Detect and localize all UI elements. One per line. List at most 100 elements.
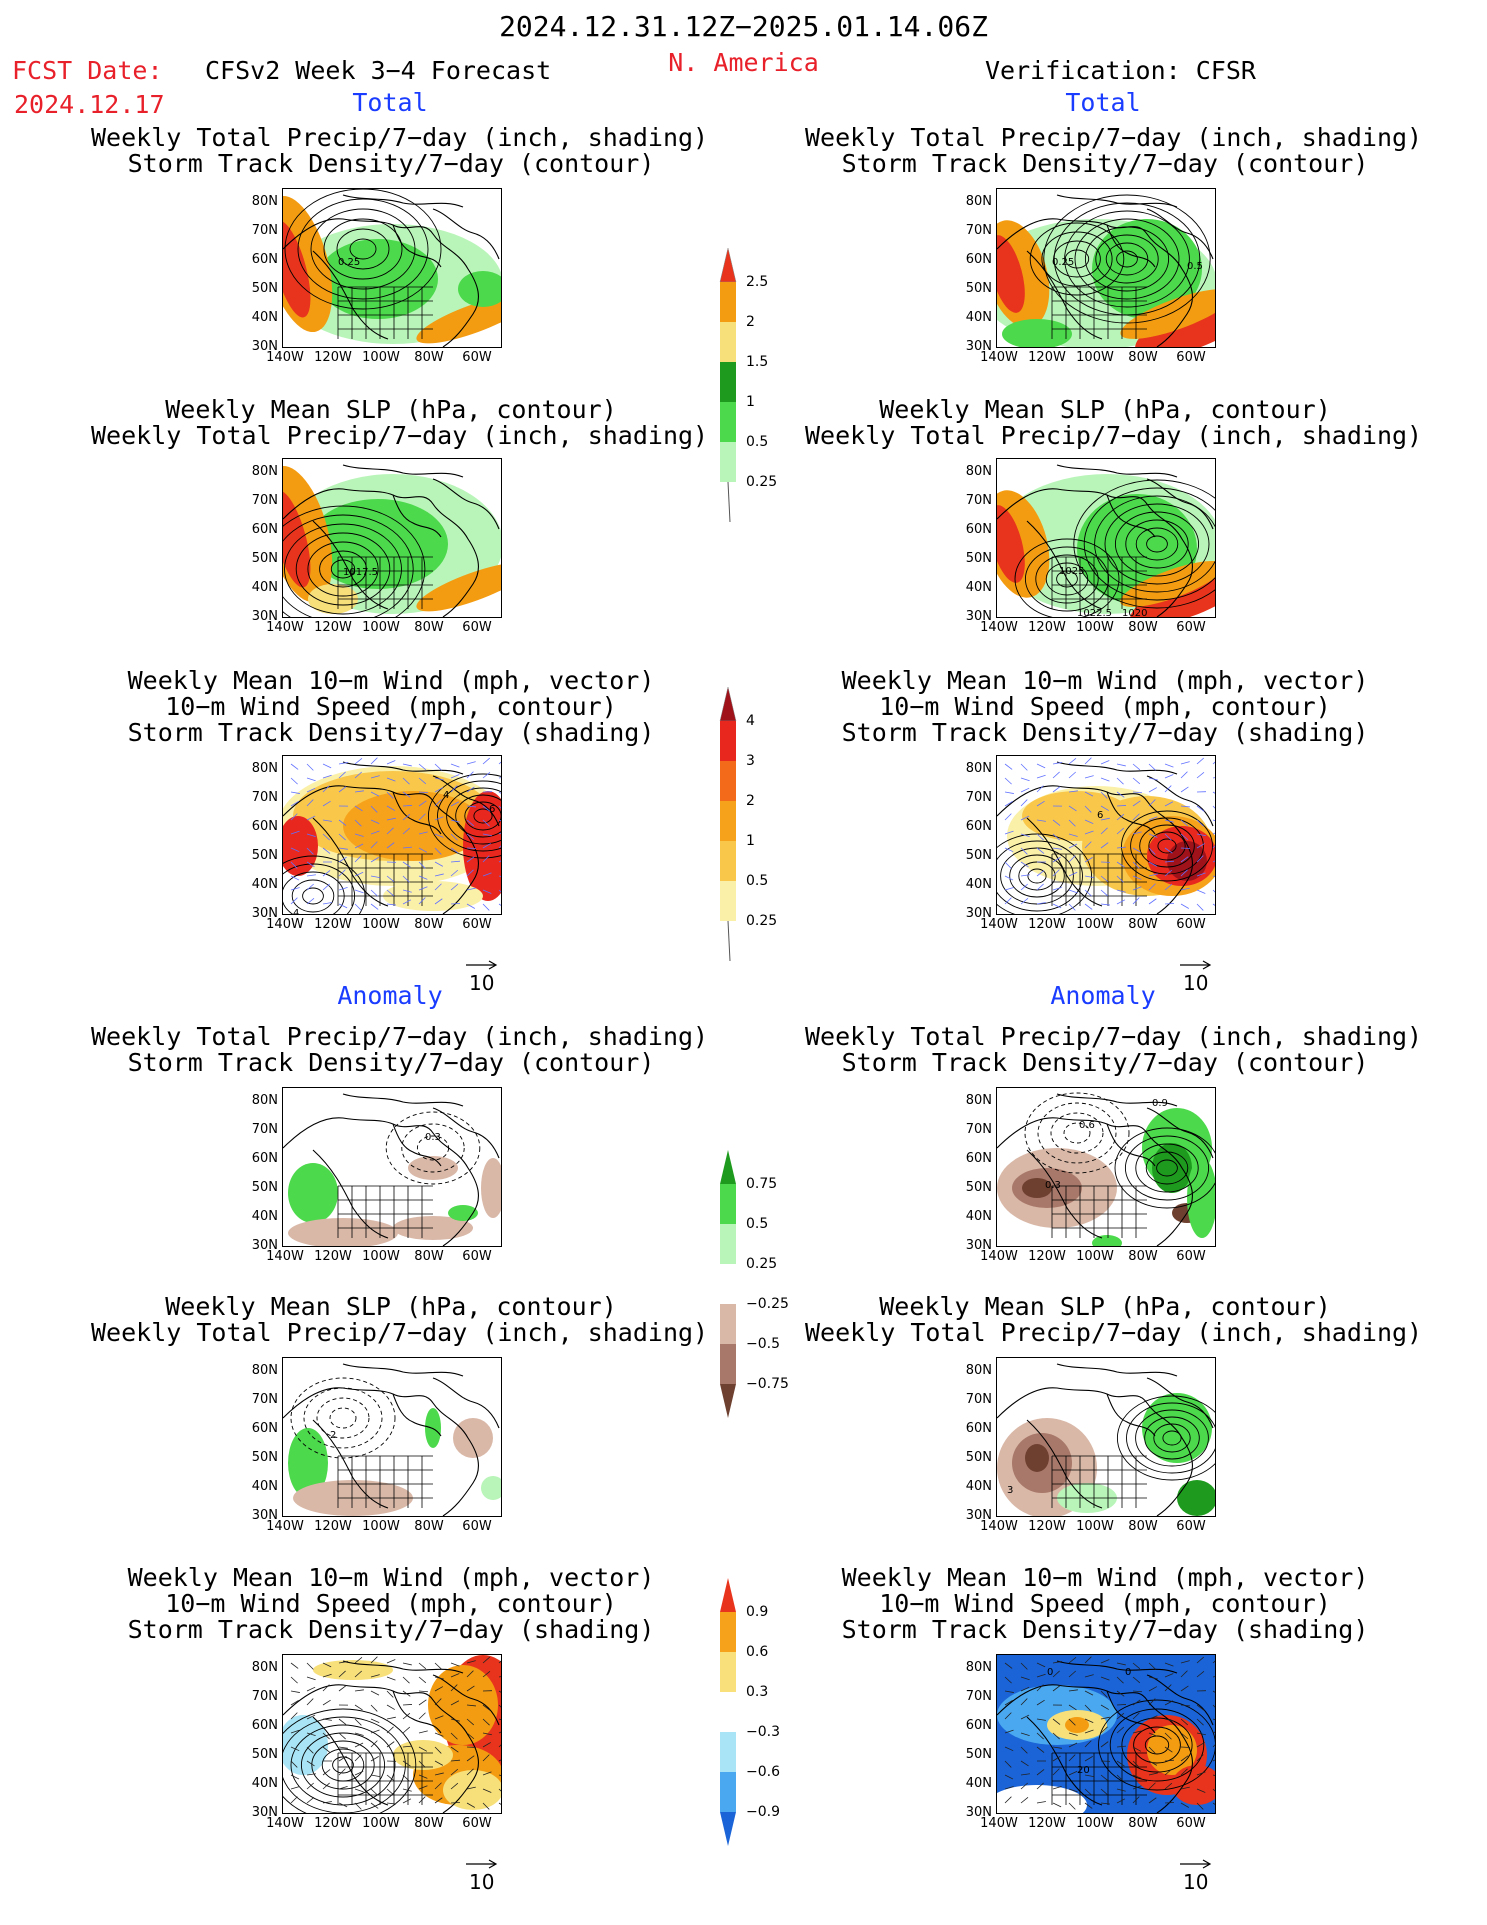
colorbar-label: 0.25 [746, 913, 778, 929]
map-plot: 4 6 4 [282, 755, 502, 915]
y-tick-label: 60N [965, 1421, 992, 1436]
y-tick-label: 40N [251, 1479, 278, 1494]
coastline [283, 1660, 500, 1813]
left-column-title: CFSv2 Week 3−4 Forecast [205, 56, 552, 85]
x-tick-label: 100W [362, 1249, 400, 1264]
y-tick-label: 80N [251, 1363, 278, 1378]
coastline [283, 464, 500, 617]
x-tick-label: 140W [266, 1816, 304, 1831]
shading-region [288, 1163, 338, 1223]
x-tick-label: 100W [362, 1519, 400, 1534]
fcst-date: 2024.12.17 [14, 90, 165, 119]
x-tick-label: 140W [980, 917, 1018, 932]
x-tick-label: 60W [462, 917, 492, 932]
colorbar-label: −0.3 [746, 1724, 780, 1740]
contour-label: 0 [1125, 1667, 1131, 1678]
colorbar-label: 0.5 [746, 873, 769, 889]
x-tick-label: 100W [1076, 917, 1114, 932]
x-tick-label: 140W [980, 620, 1018, 635]
x-tick-label: 140W [980, 350, 1018, 365]
contour-label: 4 [293, 908, 299, 914]
x-tick-label: 100W [362, 350, 400, 365]
colorbar-label: 4 [746, 713, 755, 729]
y-tick-label: 50N [251, 281, 278, 296]
contour-label: 0.25 [1052, 257, 1074, 268]
y-tick-label: 60N [251, 1421, 278, 1436]
shading-region [425, 1408, 441, 1448]
y-tick-label: 80N [965, 1363, 992, 1378]
colorbar-label: −0.5 [746, 1336, 780, 1352]
panel-title: Weekly Total Precip/7−day (inch, shading… [91, 123, 709, 178]
colorbar-storm_anom: 0.9 0.6 0.3 −0.3 −0.6 −0.9 [716, 1578, 780, 1902]
state-borders [337, 1185, 433, 1238]
x-tick-label: 80W [414, 1816, 444, 1831]
y-tick-label: 30N [251, 906, 278, 921]
shading-region [1022, 791, 1132, 841]
shading-region [1152, 1143, 1192, 1193]
y-tick-label: 70N [251, 223, 278, 238]
shading-region [1167, 841, 1207, 881]
y-tick-label: 70N [965, 1122, 992, 1137]
colorbar-label: 0.9 [746, 1604, 769, 1620]
x-tick-label: 120W [1028, 620, 1066, 635]
shading-region [1135, 301, 1215, 347]
y-tick-label: 30N [251, 339, 278, 354]
y-tick-label: 30N [251, 1805, 278, 1820]
panel-title: Weekly Mean 10−m Wind (mph, vector) 10−m… [127, 666, 655, 747]
y-tick-label: 70N [251, 1689, 278, 1704]
vector-reference: 10 [465, 1850, 499, 1894]
colorbar-label: 1 [746, 394, 755, 410]
coastline [283, 1093, 500, 1246]
contour-lines [284, 189, 442, 310]
y-tick-label: 40N [965, 310, 992, 325]
contour-label: 20 [1077, 1765, 1090, 1776]
x-tick-label: 120W [1028, 1816, 1066, 1831]
contour-label: 0.3 [425, 1132, 441, 1143]
contour-lines [1116, 1395, 1215, 1481]
shading-region [481, 1476, 501, 1500]
colorbar-storm_total: 4 3 2 1 0.5 0.25 [716, 686, 777, 991]
map-plot: 0.25 [282, 188, 502, 348]
shading-region [428, 1665, 498, 1745]
y-tick-label: 60N [965, 522, 992, 537]
shading-region [283, 816, 318, 876]
y-tick-label: 60N [251, 1151, 278, 1166]
y-tick-label: 30N [965, 906, 992, 921]
x-tick-label: 140W [980, 1519, 1018, 1534]
shading-region [1120, 289, 1215, 339]
colorbar-label: −0.9 [746, 1804, 780, 1820]
shading-region [458, 271, 501, 307]
shading-region [997, 1785, 1087, 1813]
y-tick-label: 40N [965, 877, 992, 892]
y-tick-label: 40N [251, 1209, 278, 1224]
map-plot: 1025 1022.5 1020 [996, 458, 1216, 618]
x-tick-label: 120W [314, 1816, 352, 1831]
map-plot: 0.3 [282, 1087, 502, 1247]
panel-title: Weekly Total Precip/7−day (inch, shading… [805, 123, 1423, 178]
colorbar-label: 0.75 [746, 1176, 778, 1192]
x-tick-label: 140W [266, 1519, 304, 1534]
x-tick-label: 140W [266, 917, 304, 932]
y-tick-label: 30N [965, 1238, 992, 1253]
y-tick-label: 60N [965, 252, 992, 267]
colorbar-label: −0.75 [746, 1376, 789, 1392]
state-borders [1051, 1185, 1147, 1238]
map-plot: 1017.5 [282, 458, 502, 618]
contour-lines [290, 1377, 396, 1459]
y-tick-label: 80N [965, 761, 992, 776]
y-tick-label: 40N [251, 310, 278, 325]
colorbar-label: 0.6 [746, 1644, 769, 1660]
shading-region [408, 1156, 458, 1180]
right-column-title: Verification: CFSR [985, 56, 1256, 85]
y-tick-label: 40N [251, 580, 278, 595]
y-tick-label: 80N [251, 1660, 278, 1675]
vector-reference-value: 10 [1183, 971, 1209, 995]
x-tick-label: 100W [1076, 1816, 1114, 1831]
contour-lines [1073, 479, 1215, 609]
arrow-right-icon [466, 960, 498, 970]
y-tick-label: 60N [251, 522, 278, 537]
shading-region [308, 584, 358, 614]
vector-reference: 10 [465, 951, 499, 995]
arrow-right-icon [466, 1859, 498, 1869]
vector-reference-value: 10 [469, 1870, 495, 1894]
